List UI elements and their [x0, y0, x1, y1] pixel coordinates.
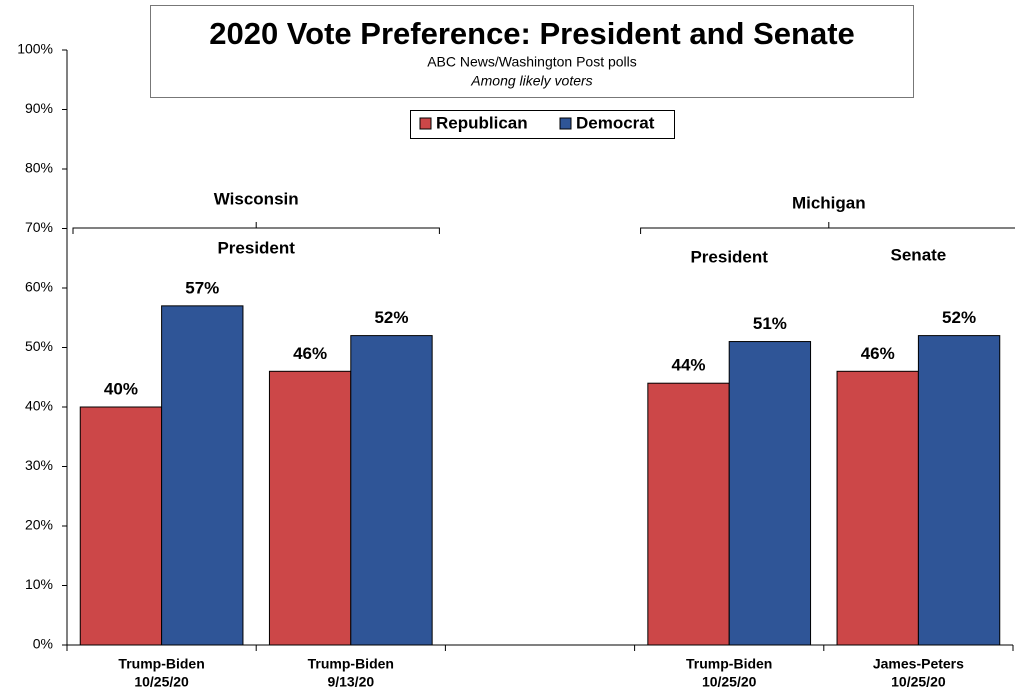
value-label: 57%: [185, 278, 219, 297]
value-label: 52%: [374, 308, 408, 327]
y-tick-label: 70%: [25, 219, 53, 235]
value-label: 46%: [861, 344, 895, 363]
group-label: Michigan: [792, 193, 866, 212]
bar: [647, 382, 730, 646]
value-label: 52%: [942, 308, 976, 327]
y-tick-label: 50%: [25, 338, 53, 354]
group-bracket: [640, 222, 1015, 234]
y-tick-label: 30%: [25, 457, 53, 473]
y-tick-label: 80%: [25, 160, 53, 176]
bar: [836, 370, 919, 646]
bar: [728, 341, 812, 646]
group-label: Wisconsin: [214, 189, 299, 208]
y-tick-label: 40%: [25, 398, 53, 414]
x-tick-label: 10/25/20: [702, 674, 757, 690]
value-label: 44%: [672, 356, 706, 375]
chart-title: 2020 Vote Preference: President and Sena…: [209, 16, 855, 51]
x-tick-label: 10/25/20: [891, 674, 946, 690]
chart-note: Among likely voters: [470, 73, 592, 89]
y-tick-label: 100%: [17, 41, 53, 57]
bar: [917, 335, 1001, 646]
y-tick-label: 20%: [25, 517, 53, 533]
x-tick-label: Trump-Biden: [308, 656, 394, 672]
y-tick-label: 60%: [25, 279, 53, 295]
chart-subtitle: ABC News/Washington Post polls: [427, 54, 637, 70]
group-sublabel: President: [217, 238, 295, 257]
legend-label: Democrat: [576, 113, 655, 132]
value-label: 51%: [753, 314, 787, 333]
legend-label: Republican: [436, 113, 528, 132]
legend-swatch: [419, 117, 432, 130]
value-label: 40%: [104, 379, 138, 398]
bar: [350, 335, 433, 646]
bar: [268, 370, 352, 646]
x-tick-label: James-Peters: [873, 656, 964, 672]
x-tick-label: 9/13/20: [327, 674, 374, 690]
x-tick-label: Trump-Biden: [118, 656, 204, 672]
bar: [79, 406, 163, 646]
value-label: 46%: [293, 344, 327, 363]
group-sublabel: Senate: [891, 245, 947, 264]
x-tick-label: 10/25/20: [134, 674, 189, 690]
group-bracket: [72, 222, 440, 234]
title-box: [150, 5, 914, 98]
legend-swatch: [559, 117, 572, 130]
y-tick-label: 90%: [25, 100, 53, 116]
x-tick-label: Trump-Biden: [686, 656, 772, 672]
y-tick-label: 10%: [25, 576, 53, 592]
bar: [161, 305, 244, 646]
y-tick-label: 0%: [33, 636, 53, 652]
legend-box: [410, 110, 675, 139]
group-sublabel: President: [690, 247, 768, 266]
